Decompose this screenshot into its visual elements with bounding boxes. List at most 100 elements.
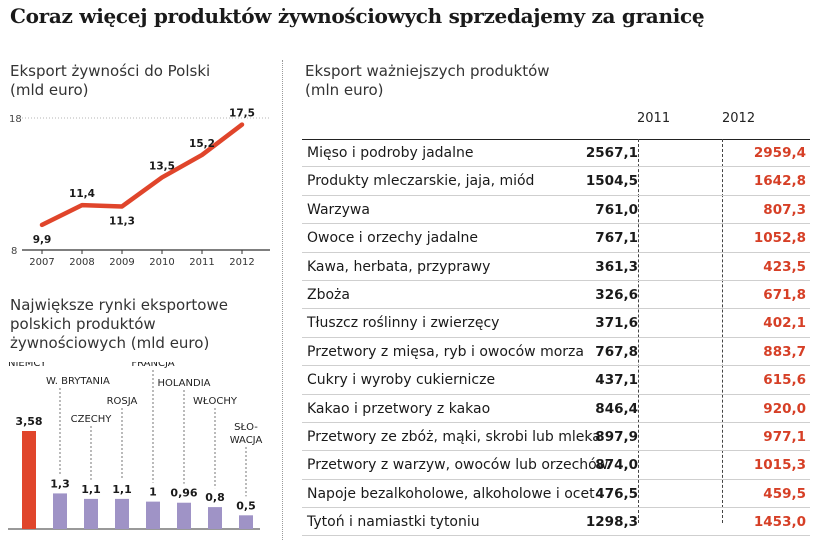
table-title: Eksport ważniejszych produktów: [305, 62, 550, 80]
bar: [84, 498, 98, 529]
table-row: Przetwory z mięsa, ryb i owoców morza 767…: [302, 338, 810, 367]
category-label: SŁO-: [234, 422, 258, 433]
category-label: ROSJA: [107, 396, 138, 407]
value-2012: 1015,3: [753, 457, 806, 474]
line-chart-heading: Eksport żywności do Polski (mld euro): [10, 62, 210, 100]
bar: [53, 493, 67, 529]
column-header-2012: 2012: [722, 111, 756, 126]
data-label: 13,5: [149, 160, 175, 172]
value-2012: 807,3: [763, 201, 806, 218]
value-2011: 437,1: [595, 372, 638, 389]
category-label: WŁOCHY: [193, 396, 238, 407]
category-label: W. BRYTANIA: [46, 376, 110, 387]
row-name: Warzywa: [307, 201, 370, 218]
data-label: 0,5: [236, 499, 256, 512]
data-label: 17,5: [229, 108, 255, 120]
table-heading: Eksport ważniejszych produktów (mln euro…: [305, 62, 550, 100]
bar: [208, 507, 222, 529]
row-name: Mięso i podroby jadalne: [307, 145, 474, 161]
value-2011: 846,4: [595, 400, 638, 417]
row-name: Tytoń i namiastki tytoniu: [307, 514, 480, 531]
data-label: 1: [149, 486, 157, 499]
value-2011: 1298,3: [585, 514, 638, 531]
data-label: 9,9: [33, 234, 52, 246]
line-chart: 18 8 9,9 2007 11,4 2008 11,3 2009 13,5 2010 15,2 20…: [9, 108, 270, 268]
x-tick-label: 2008: [69, 257, 94, 268]
data-label: 15,2: [189, 138, 215, 150]
table-row: Przetwory z warzyw, owoców lub orzechów 8…: [302, 451, 810, 480]
value-2012: 883,7: [763, 343, 806, 360]
row-name: Kakao i przetwory z kakao: [307, 400, 491, 417]
value-2011: 326,6: [595, 286, 638, 303]
column-divider: [282, 60, 283, 540]
column-separator: [722, 139, 723, 523]
data-label: 3,58: [15, 415, 42, 428]
value-2011: 371,6: [595, 315, 638, 332]
value-2011: 361,3: [595, 258, 638, 275]
table-row: Produkty mleczarskie, jaja, miód 1504,5 16…: [302, 167, 810, 196]
value-2012: 423,5: [763, 258, 806, 275]
value-2012: 1052,8: [753, 230, 806, 247]
bar-chart: 3,58 NIEMCY 1,3 W. BRYTANIA 1,1 CZECHY 1,1 ROSJ…: [8, 362, 262, 530]
value-2012: 402,1: [763, 315, 806, 332]
table-row: Warzywa 761,0 807,3: [302, 196, 810, 225]
table-row: Owoce i orzechy jadalne 767,1 1052,8: [302, 224, 810, 253]
row-name: Przetwory z warzyw, owoców lub orzechów: [307, 457, 609, 474]
category-label: HOLANDIA: [157, 378, 210, 389]
bar-chart-title: Największe rynki eksportowe polskich pro…: [10, 296, 228, 352]
row-name: Kawa, herbata, przyprawy: [307, 258, 491, 275]
bar: [177, 502, 191, 529]
value-2012: 1453,0: [753, 514, 806, 531]
value-2011: 761,0: [595, 201, 638, 218]
table-row: Kawa, herbata, przyprawy 361,3 423,5: [302, 253, 810, 281]
value-2011: 767,8: [595, 343, 638, 360]
x-tick-label: 2010: [149, 257, 174, 268]
y-tick-label: 8: [11, 246, 17, 257]
x-tick-label: 2009: [109, 257, 134, 268]
line-chart-subtitle: (mld euro): [10, 81, 89, 99]
table-row: Kakao i przetwory z kakao 846,4 920,0: [302, 395, 810, 423]
value-2011: 874,0: [595, 457, 638, 474]
value-2011: 897,9: [595, 428, 638, 445]
data-label: 1,1: [81, 483, 101, 496]
y-tick-label: 18: [9, 114, 22, 125]
table-row: Napoje bezalkoholowe, alkoholowe i ocet 4…: [302, 480, 810, 509]
column-header-2011: 2011: [637, 111, 671, 126]
page-title: Coraz więcej produktów żywnościowych spr…: [10, 4, 705, 28]
value-2011: 2567,1: [585, 145, 638, 161]
row-name: Tłuszcz roślinny i zwierzęcy: [307, 315, 500, 332]
category-label: FRANCJA: [131, 362, 174, 369]
bar: [239, 515, 253, 529]
category-label: NIEMCY: [8, 362, 47, 369]
table-body: Mięso i podroby jadalne 2567,1 2959,4 Produ…: [302, 139, 810, 537]
table-row: Przetwory ze zbóż, mąki, skrobi lub mlek…: [302, 423, 810, 452]
column-separator: [638, 139, 639, 523]
x-tick-label: 2011: [189, 257, 214, 268]
value-2012: 1642,8: [753, 173, 806, 190]
table-subtitle: (mln euro): [305, 81, 384, 99]
value-2012: 2959,4: [753, 145, 806, 161]
row-name: Zboża: [307, 286, 350, 303]
row-name: Napoje bezalkoholowe, alkoholowe i ocet: [307, 485, 595, 502]
series-line: [39, 122, 245, 228]
value-2012: 615,6: [763, 372, 806, 389]
x-tick-label: 2012: [229, 257, 254, 268]
bar: [146, 501, 160, 529]
data-label: 11,4: [69, 188, 95, 200]
table-row: Tłuszcz roślinny i zwierzęcy 371,6 402,1: [302, 309, 810, 338]
value-2012: 977,1: [763, 428, 806, 445]
line-chart-title: Eksport żywności do Polski: [10, 62, 211, 80]
data-label: 1,3: [50, 477, 70, 490]
row-name: Produkty mleczarskie, jaja, miód: [307, 173, 535, 190]
value-2011: 1504,5: [585, 173, 638, 190]
row-name: Owoce i orzechy jadalne: [307, 230, 479, 247]
table-row: Mięso i podroby jadalne 2567,1 2959,4: [302, 139, 810, 168]
row-name: Cukry i wyroby cukiernicze: [307, 372, 496, 389]
value-2012: 459,5: [763, 485, 806, 502]
data-label: 11,3: [109, 215, 135, 227]
row-name: Przetwory z mięsa, ryb i owoców morza: [307, 343, 584, 360]
value-2012: 671,8: [763, 286, 806, 303]
table-row: Cukry i wyroby cukiernicze 437,1 615,6: [302, 366, 810, 395]
x-tick-label: 2007: [29, 257, 54, 268]
value-2012: 920,0: [763, 400, 806, 417]
